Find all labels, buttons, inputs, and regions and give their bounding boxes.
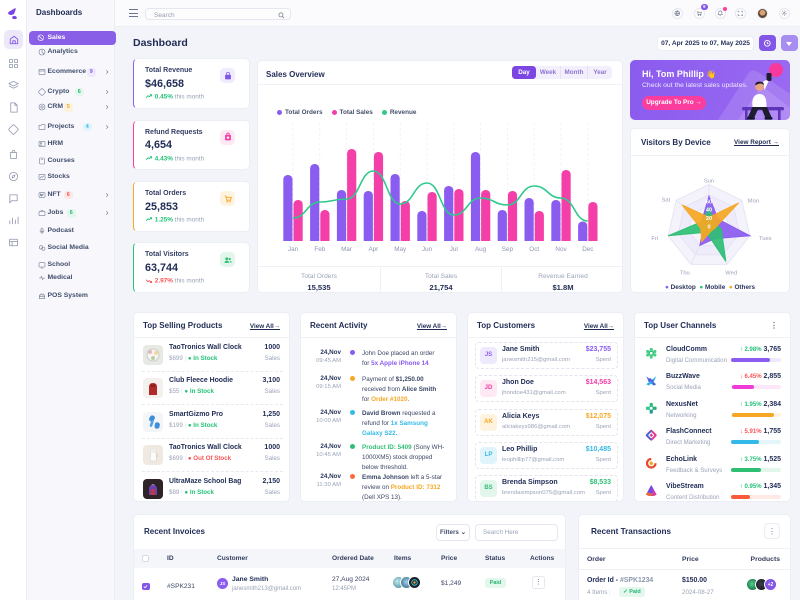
svg-text:Sep: Sep <box>502 246 514 253</box>
svg-text:Feb: Feb <box>314 246 325 253</box>
svg-text:Sat: Sat <box>661 197 670 203</box>
svg-text:May: May <box>394 246 407 253</box>
svg-text:60: 60 <box>706 199 712 205</box>
svg-text:Thu: Thu <box>680 270 690 275</box>
svg-text:Fri: Fri <box>651 236 658 242</box>
svg-text:Sun: Sun <box>704 179 714 185</box>
svg-text:20: 20 <box>706 216 712 222</box>
svg-text:Nov: Nov <box>555 246 567 253</box>
svg-text:40: 40 <box>706 208 712 214</box>
svg-text:Apr: Apr <box>368 246 378 253</box>
svg-text:Dec: Dec <box>582 246 593 253</box>
svg-text:Jun: Jun <box>422 246 433 253</box>
svg-text:0: 0 <box>707 225 710 231</box>
svg-text:Tues: Tues <box>759 236 772 242</box>
svg-text:Mon: Mon <box>748 198 759 204</box>
svg-text:Jul: Jul <box>450 246 458 253</box>
svg-text:Jan: Jan <box>288 246 299 253</box>
svg-text:Mar: Mar <box>341 246 352 253</box>
svg-text:Oct: Oct <box>529 246 539 253</box>
svg-text:Wed: Wed <box>725 270 737 275</box>
svg-text:Aug: Aug <box>475 246 487 253</box>
